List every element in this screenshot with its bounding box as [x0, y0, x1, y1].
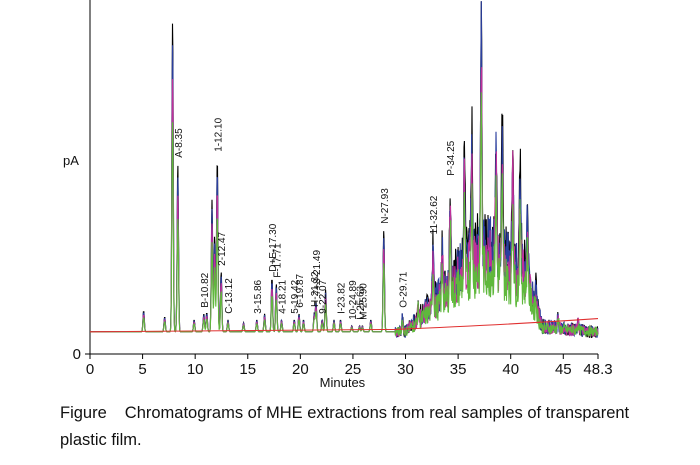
peak-label: L-25.63 — [356, 285, 367, 319]
y-tick-label: 60 — [64, 0, 81, 3]
caption-lead: Figure — [60, 404, 107, 422]
peak-label: 6-19.87 — [295, 273, 306, 307]
peak-label: O-29.71 — [398, 271, 409, 308]
peak-label: N-27.93 — [380, 188, 391, 224]
y-tick-label: 0 — [73, 346, 81, 363]
peak-label: C-13.12 — [224, 278, 235, 314]
peak-label: 11-32.62 — [429, 195, 440, 234]
y-axis-label: pA — [63, 153, 79, 168]
x-tick-label: 40 — [502, 361, 519, 378]
peak-label: 9-22.07 — [318, 279, 329, 313]
axes: 0 5 10 15 20 25 30 35 40 45 48.3 0 60 pA Minutes — [63, 0, 613, 390]
peak-label: P-34.25 — [446, 140, 457, 175]
x-tick-label: 5 — [138, 361, 146, 378]
peak-label: 3-15.86 — [253, 279, 264, 313]
peak-label: I-23.82 — [337, 282, 348, 314]
x-tick-label: 25 — [345, 361, 362, 378]
peak-label: F-17.71 — [272, 243, 283, 278]
x-tick-label: 45 — [555, 361, 572, 378]
peak-label: 4-18.21 — [278, 279, 289, 313]
peak-label: M-25.90 — [358, 283, 369, 320]
peak-label: 7+8-21.49 — [312, 250, 323, 296]
baseline-trace — [89, 318, 599, 333]
x-axis-label: Minutes — [320, 375, 366, 390]
traces — [89, 1, 599, 339]
peak-label: 1-12.10 — [213, 117, 224, 151]
chromatogram-chart: 0 5 10 15 20 25 30 35 40 45 48.3 0 60 pA Minutes A-8.3… — [63, 0, 613, 390]
x-tick-label: 35 — [450, 361, 467, 378]
peak-label: D+E-17.30 — [268, 223, 279, 272]
figure-caption: Figure Chromatograms of MHE extractions f… — [60, 400, 660, 454]
peak-label: 10-24.89 — [348, 280, 359, 320]
trace-line — [90, 92, 599, 338]
x-tick-label: 0 — [86, 361, 94, 378]
x-tick-label: 10 — [187, 361, 204, 378]
peak-label: H-21.32 — [310, 271, 321, 307]
peak-label: 5-19.42 — [290, 279, 301, 313]
x-tick-label: 15 — [239, 361, 256, 378]
x-tick-label: 20 — [292, 361, 309, 378]
x-tick-label: 48.3 — [583, 361, 612, 378]
peak-label: 2-12.47 — [217, 231, 228, 265]
peak-label: B-10.82 — [200, 272, 211, 307]
caption-text: Chromatograms of MHE extractions from re… — [60, 404, 630, 449]
peak-label: A-8.35 — [174, 128, 185, 158]
peak-labels: A-8.35 B-10.82 1-12.10 2-12.47 C-13.12 3-15.8… — [174, 117, 457, 319]
x-tick-label: 30 — [397, 361, 414, 378]
